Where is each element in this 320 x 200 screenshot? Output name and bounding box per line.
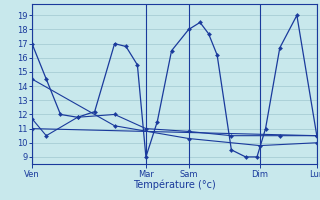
X-axis label: Température (°c): Température (°c): [133, 180, 216, 190]
